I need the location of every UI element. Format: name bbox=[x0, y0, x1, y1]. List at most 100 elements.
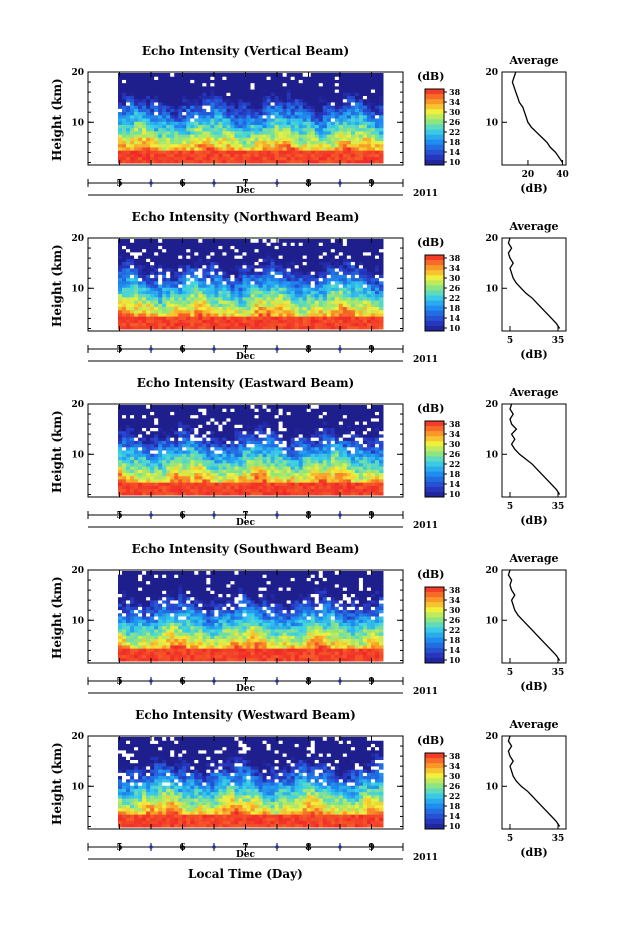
heatmap-cell bbox=[250, 456, 256, 461]
heatmap-cell bbox=[130, 462, 135, 467]
heatmap-cell bbox=[154, 446, 159, 451]
heatmap-cell bbox=[178, 306, 183, 311]
heatmap-cell bbox=[246, 478, 251, 483]
heatmap-cell bbox=[270, 114, 276, 119]
heatmap-cell bbox=[178, 118, 183, 122]
heatmap-cell bbox=[186, 156, 191, 161]
heatmap-cell bbox=[190, 143, 195, 148]
heatmap-cell bbox=[318, 159, 324, 164]
heatmap-cell bbox=[186, 319, 191, 324]
heatmap-cell bbox=[310, 248, 316, 253]
heatmap-cell bbox=[214, 290, 219, 295]
heatmap-cell bbox=[242, 309, 247, 314]
heatmap-cell bbox=[202, 296, 207, 301]
heatmap-cell bbox=[282, 159, 288, 164]
heatmap-cell bbox=[226, 79, 231, 84]
heatmap-cell bbox=[302, 114, 308, 119]
heatmap-cell bbox=[202, 456, 207, 461]
heatmap-cell bbox=[290, 150, 296, 154]
heatmap-cell bbox=[378, 453, 384, 457]
heatmap-cell bbox=[206, 159, 211, 164]
heatmap-cell bbox=[274, 319, 280, 324]
heatmap-cell bbox=[154, 459, 159, 464]
heatmap-cell bbox=[294, 82, 300, 87]
heatmap-cell bbox=[246, 118, 251, 122]
heatmap-cell bbox=[354, 316, 360, 320]
heatmap-cell bbox=[230, 242, 235, 246]
heatmap-cell bbox=[226, 239, 231, 243]
heatmap-cell bbox=[266, 255, 272, 259]
heatmap-cell bbox=[190, 105, 195, 109]
heatmap-cell bbox=[138, 124, 143, 129]
heatmap-cell bbox=[206, 296, 211, 301]
heatmap-cell bbox=[170, 239, 175, 243]
heatmap-cell bbox=[334, 325, 340, 330]
heatmap-cell bbox=[142, 485, 147, 490]
heatmap-cell bbox=[222, 153, 227, 158]
heatmap-cell bbox=[350, 82, 356, 87]
heatmap-cell bbox=[118, 280, 123, 285]
heatmap-cell bbox=[274, 121, 280, 125]
heatmap-cell bbox=[254, 105, 260, 109]
heatmap-cell bbox=[378, 251, 384, 256]
heatmap-cell bbox=[178, 325, 183, 330]
heatmap-cell bbox=[242, 242, 247, 246]
heatmap-cell bbox=[274, 255, 280, 259]
heatmap-cell bbox=[270, 267, 276, 272]
heatmap-cell bbox=[270, 309, 276, 314]
heatmap-cell bbox=[310, 95, 316, 100]
heatmap-cell bbox=[246, 293, 251, 298]
heatmap-cell bbox=[226, 261, 231, 266]
heatmap-cell bbox=[250, 255, 256, 259]
y-tick-label: 10 bbox=[71, 118, 84, 128]
heatmap-cell bbox=[286, 156, 292, 161]
heatmap-cell bbox=[310, 89, 316, 93]
heatmap-cell bbox=[306, 466, 312, 470]
heatmap-cell bbox=[370, 108, 376, 113]
heatmap-cell bbox=[278, 469, 284, 473]
heatmap-cell bbox=[290, 89, 296, 93]
heatmap-cell bbox=[182, 95, 187, 100]
heatmap-cell bbox=[350, 101, 356, 106]
heatmap-cell bbox=[330, 108, 336, 113]
heatmap-cell bbox=[138, 478, 143, 483]
heatmap-cell bbox=[342, 251, 348, 256]
heatmap-cell bbox=[366, 156, 372, 161]
heatmap-cell bbox=[162, 267, 167, 272]
heatmap-cell bbox=[326, 459, 332, 464]
heatmap-cell bbox=[338, 85, 344, 90]
heatmap-cell bbox=[334, 245, 340, 250]
heatmap-cell bbox=[362, 130, 368, 135]
heatmap-cell bbox=[178, 76, 183, 80]
heatmap-cell bbox=[354, 121, 360, 125]
heatmap-cell bbox=[270, 290, 276, 295]
heatmap-cell bbox=[314, 82, 320, 87]
heatmap-cell bbox=[166, 478, 171, 483]
heatmap-cell bbox=[330, 466, 336, 470]
heatmap-cell bbox=[374, 118, 380, 122]
heatmap-cell bbox=[226, 101, 231, 106]
heatmap-cell bbox=[126, 114, 131, 119]
heatmap-cell bbox=[342, 280, 348, 285]
heatmap-cell bbox=[346, 159, 352, 164]
heatmap-cell bbox=[122, 450, 127, 454]
heatmap-cell bbox=[170, 118, 175, 122]
heatmap-cell bbox=[202, 121, 207, 125]
heatmap-cell bbox=[306, 82, 312, 87]
heatmap-cell bbox=[198, 306, 203, 311]
heatmap-cell bbox=[274, 124, 280, 129]
heatmap-cell bbox=[222, 134, 227, 138]
heatmap-cell bbox=[142, 258, 147, 262]
heatmap-cell bbox=[306, 137, 312, 141]
heatmap-cell bbox=[314, 261, 320, 266]
heatmap-cell bbox=[326, 322, 332, 327]
heatmap-cell bbox=[310, 134, 316, 138]
heatmap-cell bbox=[134, 130, 139, 135]
heatmap-cell bbox=[314, 264, 320, 269]
heatmap-cell bbox=[118, 137, 123, 141]
heatmap-cell bbox=[310, 76, 316, 80]
heatmap-cell bbox=[194, 280, 199, 285]
heatmap-cell bbox=[278, 159, 284, 164]
heatmap-cell bbox=[342, 85, 348, 90]
heatmap-cell bbox=[366, 258, 372, 262]
